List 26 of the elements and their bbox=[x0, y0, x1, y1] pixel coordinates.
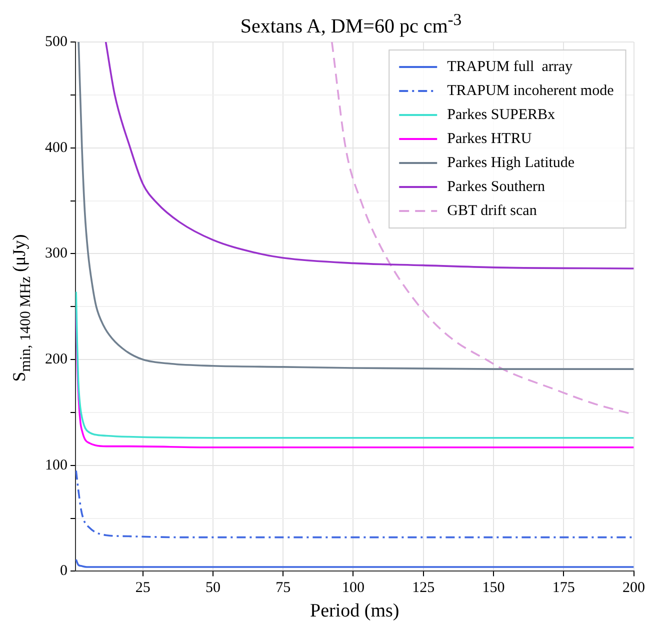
y-tick-label: 100 bbox=[45, 457, 68, 474]
y-tick-label: 400 bbox=[45, 140, 68, 156]
x-tick-label: 175 bbox=[552, 580, 575, 596]
x-tick-label: 100 bbox=[342, 580, 364, 596]
x-tick-label: 150 bbox=[482, 580, 505, 596]
x-tick-label: 200 bbox=[622, 580, 645, 596]
line-series bbox=[104, 42, 634, 270]
legend-label: Parkes HTRU bbox=[447, 130, 532, 147]
x-tick-label: 125 bbox=[412, 580, 435, 596]
line-series bbox=[76, 558, 634, 568]
chart-title: Sextans A, DM=60 pc cm$^{-3}$ bbox=[239, 10, 463, 39]
x-tick-label: 75 bbox=[276, 580, 291, 596]
y-tick-label: 500 bbox=[45, 34, 68, 50]
y-tick-label: 0 bbox=[60, 563, 68, 580]
y-tick-label: 300 bbox=[45, 246, 68, 262]
legend-label: TRAPUM incoherent mode bbox=[447, 82, 614, 99]
line-series bbox=[76, 470, 634, 538]
legend-label: Parkes SUPERBx bbox=[447, 106, 556, 123]
y-tick-label: 200 bbox=[45, 351, 68, 368]
x-tick-label: 50 bbox=[205, 580, 220, 596]
x-axis-title: Period (ms) bbox=[310, 600, 400, 622]
legend-label: TRAPUM full array bbox=[447, 58, 574, 75]
legend-label: Parkes High Latitude bbox=[447, 154, 575, 171]
legend-label: GBT drift scan bbox=[447, 202, 538, 219]
legend-label: Parkes Southern bbox=[447, 178, 546, 195]
x-tick-label: 25 bbox=[135, 580, 150, 596]
